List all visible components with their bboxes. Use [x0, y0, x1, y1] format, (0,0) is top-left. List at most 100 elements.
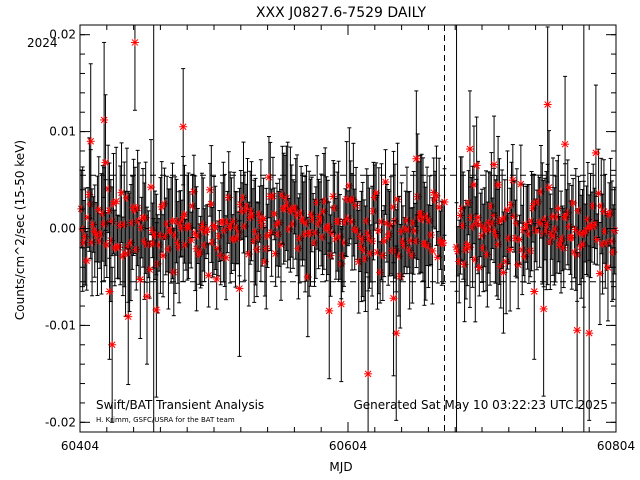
data-point [562, 213, 571, 222]
marker-stroke [174, 239, 182, 246]
marker-stroke [340, 239, 348, 247]
marker-stroke [473, 162, 480, 169]
data-point [331, 234, 340, 243]
marker-stroke [411, 227, 419, 235]
marker-stroke [500, 269, 507, 276]
marker-stroke [341, 218, 349, 226]
marker-stroke [122, 250, 129, 258]
data-point [602, 238, 611, 247]
marker-stroke [230, 217, 238, 225]
marker-stroke [198, 225, 206, 233]
data-point [490, 160, 499, 169]
marker-stroke [265, 173, 273, 181]
data-point [193, 231, 202, 240]
marker-stroke [86, 191, 93, 198]
marker-stroke [461, 261, 468, 268]
marker-stroke [79, 225, 87, 233]
marker-stroke [364, 370, 372, 378]
data-point [100, 115, 109, 124]
data-point [334, 217, 343, 226]
marker-stroke [297, 209, 305, 217]
marker-stroke [319, 233, 326, 241]
x-tick-label: 60604 [329, 439, 367, 453]
data-point [181, 240, 190, 249]
marker-stroke [189, 202, 196, 210]
x-tick-label: 60404 [61, 439, 99, 453]
marker-stroke [390, 203, 397, 211]
marker-stroke [592, 149, 600, 157]
marker-stroke [433, 192, 440, 200]
data-point [116, 221, 125, 230]
marker-stroke [254, 233, 262, 241]
data-point [394, 252, 403, 261]
marker-stroke [439, 239, 447, 247]
marker-stroke [465, 199, 472, 207]
data-point [283, 201, 292, 210]
data-point [314, 220, 323, 229]
marker-stroke [295, 245, 302, 252]
marker-stroke [457, 212, 464, 219]
marker-stroke [497, 262, 505, 270]
marker-stroke [351, 226, 359, 233]
marker-stroke [488, 202, 495, 210]
data-point [270, 209, 279, 218]
data-point [172, 217, 181, 226]
marker-stroke [473, 220, 480, 227]
marker-stroke [116, 222, 124, 229]
data-point [337, 300, 346, 309]
marker-stroke [327, 252, 334, 259]
x-tick-label: 60804 [597, 439, 635, 453]
data-point [412, 154, 421, 163]
marker-stroke [359, 236, 367, 243]
marker-stroke [509, 176, 517, 184]
data-point [244, 250, 253, 259]
marker-stroke [92, 228, 100, 236]
marker-stroke [269, 192, 277, 200]
marker-stroke [408, 252, 416, 259]
marker-stroke [478, 232, 486, 240]
marker-stroke [518, 246, 526, 254]
data-point [610, 226, 619, 235]
marker-stroke [512, 234, 519, 242]
y-tick-label: 0.00 [49, 222, 76, 236]
marker-stroke [355, 258, 363, 266]
marker-stroke [484, 251, 491, 258]
data-point [440, 197, 449, 206]
data-point [264, 173, 273, 182]
marker-stroke [278, 191, 286, 199]
marker-stroke [348, 218, 356, 226]
marker-stroke [261, 258, 269, 266]
marker-stroke [138, 224, 145, 231]
marker-stroke [112, 197, 120, 205]
marker-stroke [296, 235, 304, 242]
data-point [260, 257, 269, 266]
data-point [585, 329, 594, 338]
marker-stroke [289, 220, 297, 228]
marker-stroke [609, 248, 617, 256]
data-point [393, 195, 402, 204]
marker-stroke [537, 188, 545, 196]
marker-stroke [313, 199, 321, 206]
marker-stroke [494, 241, 502, 248]
data-point [179, 214, 188, 223]
data-point [235, 284, 244, 293]
data-point [515, 235, 524, 244]
y-tick-label: -0.01 [45, 318, 76, 332]
marker-stroke [303, 220, 310, 227]
marker-stroke [252, 228, 259, 236]
data-point [530, 287, 539, 296]
marker-stroke [242, 207, 250, 214]
marker-stroke [611, 227, 619, 234]
data-point [569, 198, 578, 207]
data-point [105, 287, 114, 296]
marker-stroke [173, 217, 180, 225]
marker-stroke [475, 264, 483, 271]
marker-stroke [541, 215, 549, 223]
year-label: 2024 [27, 36, 58, 50]
marker-stroke [106, 288, 113, 295]
marker-stroke [270, 210, 278, 218]
marker-stroke [597, 202, 605, 210]
data-point [526, 246, 535, 255]
data-point [222, 253, 231, 262]
data-point [85, 190, 94, 199]
